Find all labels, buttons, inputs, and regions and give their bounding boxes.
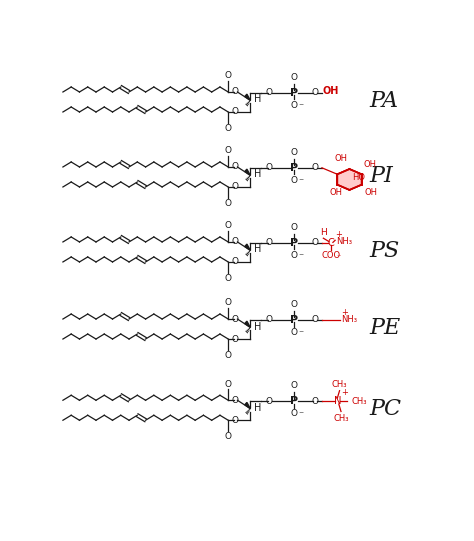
Text: O: O xyxy=(231,258,238,267)
Text: O: O xyxy=(311,238,318,247)
Text: O: O xyxy=(266,238,273,247)
Text: O: O xyxy=(291,381,298,390)
Text: O: O xyxy=(231,182,238,192)
Text: O: O xyxy=(266,88,273,97)
Text: OH: OH xyxy=(329,188,342,197)
Text: O: O xyxy=(231,334,238,344)
Text: OH: OH xyxy=(335,154,348,163)
Text: ⁻: ⁻ xyxy=(298,252,303,262)
Text: P: P xyxy=(290,315,299,325)
Text: O: O xyxy=(266,315,273,325)
Text: ⁻: ⁻ xyxy=(298,329,303,339)
Text: HO: HO xyxy=(352,173,365,182)
Text: H: H xyxy=(254,169,261,180)
Polygon shape xyxy=(337,169,362,190)
Text: O: O xyxy=(231,314,238,324)
Text: O: O xyxy=(231,396,238,405)
Text: O: O xyxy=(291,410,298,418)
Text: O: O xyxy=(225,380,232,388)
Text: CH₃: CH₃ xyxy=(351,397,367,406)
Text: O: O xyxy=(266,397,273,406)
Text: NH₃: NH₃ xyxy=(341,315,357,325)
Text: O: O xyxy=(225,299,232,307)
Text: PS: PS xyxy=(370,240,400,262)
Text: H: H xyxy=(254,403,261,413)
Text: O: O xyxy=(231,415,238,425)
Text: O: O xyxy=(225,71,232,80)
Text: O: O xyxy=(291,251,298,260)
Text: PE: PE xyxy=(370,317,401,339)
Text: H: H xyxy=(254,245,261,254)
Text: H: H xyxy=(320,228,327,237)
Text: H: H xyxy=(254,95,261,104)
Text: O: O xyxy=(225,274,232,282)
Text: O: O xyxy=(311,397,318,406)
Text: O: O xyxy=(311,315,318,325)
Polygon shape xyxy=(245,94,250,100)
Text: O: O xyxy=(225,124,232,133)
Polygon shape xyxy=(245,169,250,175)
Text: P: P xyxy=(290,88,299,98)
Text: +: + xyxy=(341,388,348,397)
Text: P: P xyxy=(290,238,299,248)
Text: COO: COO xyxy=(321,251,340,260)
Text: PI: PI xyxy=(370,165,393,187)
Polygon shape xyxy=(245,244,250,250)
Text: O: O xyxy=(291,73,298,82)
Text: +: + xyxy=(341,307,348,316)
Text: O: O xyxy=(225,432,232,441)
Text: O: O xyxy=(291,300,298,309)
Text: P: P xyxy=(290,396,299,406)
Text: O: O xyxy=(311,163,318,173)
Text: O: O xyxy=(225,221,232,230)
Text: O: O xyxy=(225,199,232,208)
Text: ⁻: ⁻ xyxy=(337,252,341,261)
Text: ⁻: ⁻ xyxy=(298,410,303,420)
Text: ⁻: ⁻ xyxy=(298,102,303,112)
Text: O: O xyxy=(291,328,298,337)
Text: C: C xyxy=(328,238,334,248)
Text: O: O xyxy=(231,237,238,247)
Polygon shape xyxy=(245,403,250,408)
Text: O: O xyxy=(231,88,238,96)
Text: OH: OH xyxy=(365,188,377,197)
Text: O: O xyxy=(291,101,298,110)
Text: O: O xyxy=(225,351,232,360)
Text: OH: OH xyxy=(323,85,339,96)
Text: O: O xyxy=(291,148,298,157)
Text: +: + xyxy=(335,230,342,240)
Text: ⁻: ⁻ xyxy=(298,177,303,187)
Text: PA: PA xyxy=(370,90,399,112)
Text: NH₃: NH₃ xyxy=(336,237,352,246)
Text: OH: OH xyxy=(364,160,377,169)
Text: O: O xyxy=(231,108,238,116)
Text: O: O xyxy=(311,88,318,97)
Text: O: O xyxy=(291,176,298,185)
Polygon shape xyxy=(245,321,250,327)
Text: CH₃: CH₃ xyxy=(333,413,349,423)
Text: O: O xyxy=(266,163,273,173)
Text: O: O xyxy=(291,223,298,232)
Text: O: O xyxy=(231,162,238,171)
Text: O: O xyxy=(225,146,232,155)
Text: CH₃: CH₃ xyxy=(332,380,347,388)
Text: P: P xyxy=(290,163,299,173)
Text: N: N xyxy=(334,396,341,406)
Text: H: H xyxy=(254,321,261,332)
Text: PC: PC xyxy=(370,398,401,420)
